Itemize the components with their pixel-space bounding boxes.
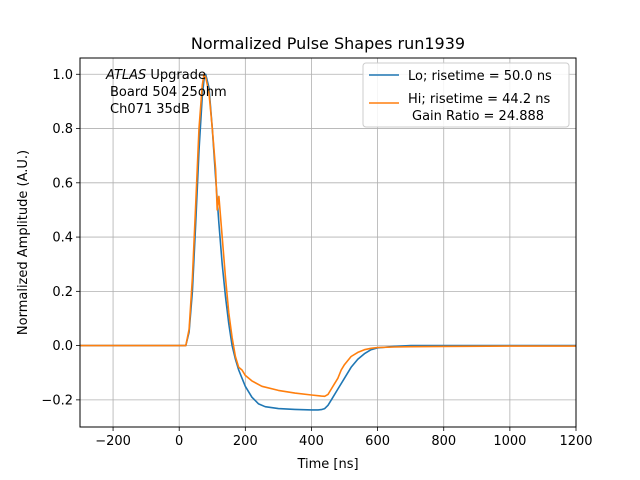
x-tick-label: 1200 <box>559 434 592 449</box>
y-tick-label: 0.2 <box>52 285 73 300</box>
legend-label-hi-gain: Gain Ratio = 24.888 <box>412 109 544 124</box>
x-axis-label: Time [ns] <box>296 457 358 472</box>
y-tick-label: 0.4 <box>52 231 73 246</box>
x-tick-label: −200 <box>95 434 131 449</box>
annotation-upgrade: Upgrade <box>146 68 206 83</box>
x-tick-label: 200 <box>233 434 258 449</box>
atlas-annotation: ATLAS Upgrade Board 504 25ohm Ch071 35dB <box>105 68 227 117</box>
y-tick-label: 0.6 <box>52 176 73 191</box>
series-line-hi <box>80 73 576 398</box>
y-tick-label: 0.0 <box>52 339 73 354</box>
series-line-lo <box>80 73 576 411</box>
legend: Lo; risetime = 50.0 ns Hi; risetime = 44… <box>362 62 570 128</box>
annotation-line-3: Ch071 35dB <box>110 102 190 117</box>
y-axis-label: Normalized Amplitude (A.U.) <box>16 150 31 335</box>
x-tick-label: 400 <box>299 434 324 449</box>
plot-frame <box>79 57 577 428</box>
x-tick-label: 800 <box>431 434 456 449</box>
chart-title: Normalized Pulse Shapes run1939 <box>191 34 465 53</box>
y-tick-label: 0.8 <box>52 122 73 137</box>
legend-label-hi: Hi; risetime = 44.2 ns <box>408 92 550 107</box>
y-tick-label: 1.0 <box>52 68 73 83</box>
legend-label-lo: Lo; risetime = 50.0 ns <box>408 69 552 84</box>
ticks: −200 0 200 400 600 800 1000 1200 −0.2 0.0 0.2 0.4 0.… <box>41 68 592 449</box>
annotation-atlas: ATLAS <box>105 68 146 83</box>
annotation-line-2: Board 504 25ohm <box>110 85 227 100</box>
x-tick-label: 1000 <box>493 434 526 449</box>
x-tick-label: 0 <box>175 434 183 449</box>
series-layer <box>80 73 576 411</box>
legend-frame <box>362 62 570 128</box>
annotation-line-1: ATLAS Upgrade <box>105 68 206 83</box>
y-tick-label: −0.2 <box>41 393 73 408</box>
x-tick-label: 600 <box>365 434 390 449</box>
